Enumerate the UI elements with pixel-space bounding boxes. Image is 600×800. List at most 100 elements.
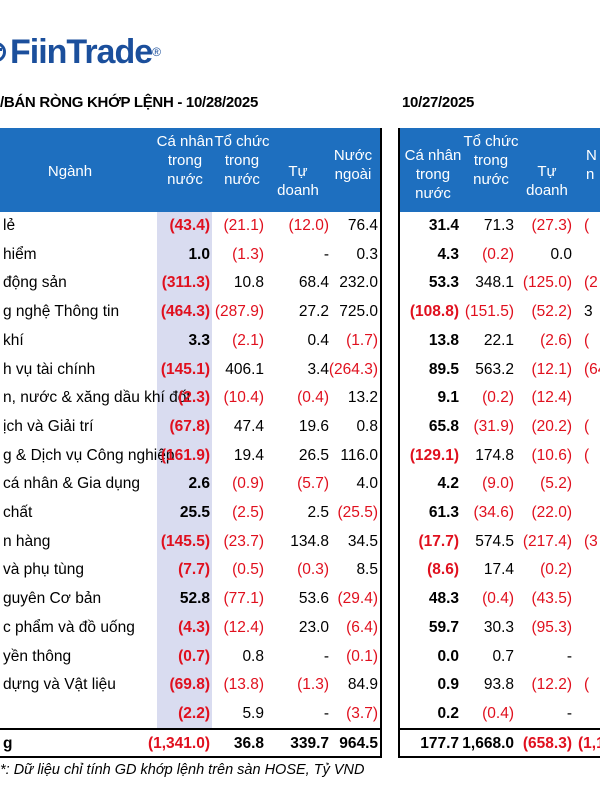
cell-right-tu-doanh: (12.4) [531,389,573,407]
cell-left-to-chuc: (23.7) [223,532,265,550]
cell-left-to-chuc: 19.4 [233,446,264,464]
row-sector-name: khí [3,331,24,349]
cell-right-to-chuc: 563.2 [475,360,514,378]
cell-right-nuoc-ngoai: ( [584,446,590,464]
table-row: lẻ (43.4) (21.1) (12.0) 76.4 31.4 71.3 (27.3) ( [0,212,600,241]
cell-right-tu-doanh: (12.2) [531,676,573,694]
fiintrade-logo: FiinTrade ® [0,30,161,74]
footnote: *: Dữ liệu chỉ tính GD khớp lệnh trên sà… [0,762,365,778]
cell-right-to-chuc: 348.1 [475,274,514,292]
cell-right-to-chuc: (151.5) [464,303,514,321]
cell-left-ca-nhan: 3.3 [188,331,210,349]
cell-left-ca-nhan: (161.9) [160,446,210,464]
cell-right-nuoc-ngoai: ( [584,676,590,694]
cell-right-tu-doanh: (27.3) [531,217,573,234]
col-header-ca-nhan-right: Cá nhân trong nước [404,147,462,202]
row-sector-name: n, nước & xăng dầu khí đốt [3,389,191,407]
cell-left-ca-nhan: 1.0 [188,245,210,263]
cell-right-to-chuc: (0.2) [482,389,514,407]
cell-right-ca-nhan: (129.1) [409,446,459,464]
total-left-nuoc-ngoai: 964.5 [339,735,378,752]
cell-left-to-chuc: (0.5) [232,561,264,579]
cell-left-nuoc-ngoai: 725.0 [339,303,378,321]
cell-left-to-chuc: (77.1) [223,590,265,608]
cell-right-nuoc-ngoai: 3 [584,303,593,321]
total-right-ca-nhan: 177.7 [420,735,459,752]
cell-left-tu-doanh: - [323,647,329,665]
cell-left-tu-doanh: 2.5 [307,504,329,521]
cell-left-tu-doanh: - [323,245,329,263]
row-sector-name: yền thông [3,647,72,665]
brand-name: FiinTrade [10,32,153,71]
col-header-nuoc-ngoai-left: Nước ngoài [333,147,373,183]
cell-right-ca-nhan: 4.2 [437,475,459,493]
cell-right-ca-nhan: 0.9 [437,676,459,694]
row-sector-name: lẻ [3,217,16,234]
cell-right-tu-doanh: 0.0 [550,245,572,263]
table-row: ịch và Giải trí (67.8) 47.4 19.6 0.8 65.8 (31.… [0,413,600,442]
total-top-border-left [0,728,382,730]
cell-right-nuoc-ngoai: ( [584,331,590,349]
cell-right-to-chuc: 30.3 [483,618,514,636]
row-sector-name: động sản [3,274,67,292]
table-row: n hàng (145.5) (23.7) 134.8 34.5 (17.7) 574.5 (… [0,528,600,557]
col-header-to-chuc-left: Tổ chức trong nước [214,133,270,188]
cell-left-nuoc-ngoai: (6.4) [346,618,378,636]
cell-right-nuoc-ngoai: ( [584,417,590,435]
cell-left-ca-nhan: 25.5 [179,504,210,521]
cell-left-tu-doanh: (0.3) [297,561,329,579]
cell-right-ca-nhan: 59.7 [428,618,459,636]
ca-nhan-column-highlight [157,212,212,730]
cell-left-ca-nhan: (69.8) [169,676,211,694]
cell-left-ca-nhan: (464.3) [160,303,210,321]
cell-left-to-chuc: (0.9) [232,475,264,493]
cell-right-ca-nhan: 31.4 [428,217,459,234]
col-header-nuoc-ngoai-right: N n [586,147,597,183]
table-row: dựng và Vật liệu (69.8) (13.8) (1.3) 84.9 0.9… [0,671,600,700]
total-right-nuoc-ngoai: (1,1 [578,735,600,752]
cell-right-tu-doanh: (2.6) [540,331,572,349]
cell-right-tu-doanh: (43.5) [531,590,573,608]
cell-left-ca-nhan: (0.7) [178,647,210,665]
cell-right-ca-nhan: 89.5 [428,360,459,378]
table-row: n, nước & xăng dầu khí đốt (2.3) (10.4) (0.… [0,384,600,413]
cell-left-nuoc-ngoai: 0.3 [356,245,378,263]
header-band-right [400,128,600,212]
cell-left-to-chuc: 406.1 [225,360,264,378]
cell-left-ca-nhan: (2.3) [178,389,210,407]
total-left-to-chuc: 36.8 [233,735,264,752]
cell-left-to-chuc: (21.1) [223,217,265,234]
cell-right-ca-nhan: 61.3 [428,504,459,521]
cell-left-tu-doanh: 26.5 [298,446,329,464]
cell-right-tu-doanh: (20.2) [531,417,573,435]
cell-left-nuoc-ngoai: 232.0 [339,274,378,292]
cell-left-ca-nhan: (145.5) [160,532,210,550]
cell-right-tu-doanh: - [566,647,572,665]
cell-left-to-chuc: 5.9 [242,704,264,722]
col-header-tu-doanh-left: Tự doanh [277,163,319,199]
cell-right-nuoc-ngoai: (64 [584,360,600,378]
cell-right-to-chuc: 93.8 [483,676,514,694]
table-row: (2.2) 5.9- (3.7) 0.2 (0.4) - [0,700,600,729]
cell-left-tu-doanh: (0.4) [297,389,329,407]
cell-left-ca-nhan: (43.4) [169,217,211,234]
table-row: hiểm 1.0 (1.3) - 0.3 4.3 (0.2) 0.0 [0,241,600,270]
table-row: động sản (311.3) 10.8 68.4 232.0 53.3 348.1 (12… [0,269,600,298]
cell-right-ca-nhan: 13.8 [428,331,459,349]
cell-left-nuoc-ngoai: 34.5 [347,532,378,550]
cell-left-tu-doanh: 134.8 [290,532,329,550]
cell-right-tu-doanh: (52.2) [531,303,573,321]
table-row: c phẩm và đồ uống (4.3) (12.4) 23.0 (6.4) 59.… [0,614,600,643]
cell-right-tu-doanh: - [566,704,572,722]
cell-right-tu-doanh: (12.1) [531,360,573,378]
total-row: g (1,341.0) 36.8 339.7 964.5 177.7 1,668… [0,730,600,759]
col-header-ca-nhan-left: Cá nhân trong nước [156,133,214,188]
cell-right-to-chuc: (31.9) [473,417,515,435]
cell-left-to-chuc: 0.8 [242,647,264,665]
cell-left-ca-nhan: (7.7) [178,561,210,579]
cell-right-ca-nhan: 0.0 [437,647,459,665]
col-header-to-chuc-right: Tổ chức trong nước [463,133,519,188]
cell-left-nuoc-ngoai: (0.1) [346,647,378,665]
cell-left-ca-nhan: (311.3) [161,274,210,292]
fiintrade-logo-icon [0,42,6,62]
